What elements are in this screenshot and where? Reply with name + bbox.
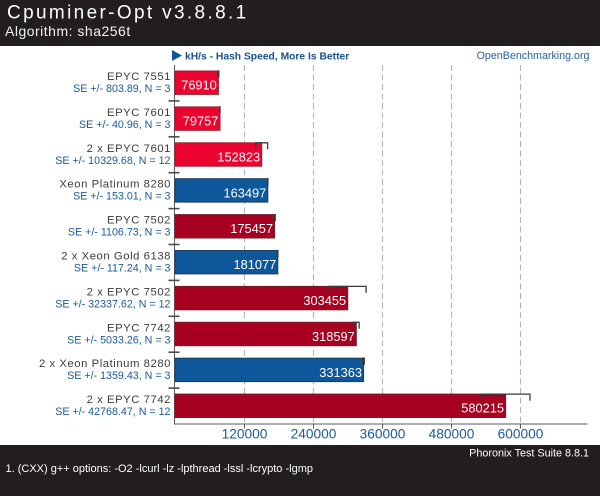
svg-text:2 x Xeon Gold 6138: 2 x Xeon Gold 6138: [61, 251, 171, 263]
svg-text:331363: 331363: [319, 365, 362, 380]
svg-text:318597: 318597: [312, 329, 355, 344]
svg-text:SE +/- 32337.62, N = 12: SE +/- 32337.62, N = 12: [55, 298, 170, 310]
svg-text:303455: 303455: [303, 293, 346, 308]
svg-text:SE +/- 10329.68, N = 12: SE +/- 10329.68, N = 12: [55, 155, 170, 167]
svg-text:OpenBenchmarking.org: OpenBenchmarking.org: [477, 50, 590, 62]
svg-text:EPYC 7551: EPYC 7551: [107, 71, 171, 83]
svg-text:580215: 580215: [461, 401, 504, 416]
svg-text:SE +/- 153.01, N = 3: SE +/- 153.01, N = 3: [73, 191, 170, 203]
svg-text:600000: 600000: [498, 427, 544, 442]
svg-text:Cpuminer-Opt v3.8.8.1: Cpuminer-Opt v3.8.8.1: [7, 3, 249, 24]
svg-text:240000: 240000: [291, 427, 337, 442]
svg-text:2 x Xeon Platinum 8280: 2 x Xeon Platinum 8280: [39, 358, 171, 370]
svg-text:SE +/- 42768.47, N = 12: SE +/- 42768.47, N = 12: [55, 406, 170, 418]
svg-text:kH/s - Hash Speed, More Is Bet: kH/s - Hash Speed, More Is Better: [185, 52, 349, 63]
svg-text:79757: 79757: [183, 114, 219, 129]
svg-text:SE +/- 40.96, N = 3: SE +/- 40.96, N = 3: [79, 119, 171, 131]
svg-text:SE +/- 1106.73, N = 3: SE +/- 1106.73, N = 3: [68, 227, 171, 239]
svg-text:SE +/- 117.24, N = 3: SE +/- 117.24, N = 3: [74, 263, 171, 275]
svg-text:EPYC 7502: EPYC 7502: [107, 215, 171, 227]
svg-text:Algorithm: sha256t: Algorithm: sha256t: [5, 23, 131, 39]
svg-text:175457: 175457: [230, 221, 273, 236]
svg-text:2 x EPYC 7742: 2 x EPYC 7742: [87, 394, 171, 406]
svg-text:Xeon Platinum 8280: Xeon Platinum 8280: [59, 179, 171, 191]
svg-text:163497: 163497: [223, 185, 266, 200]
svg-text:Phoronix Test Suite 8.8.1: Phoronix Test Suite 8.8.1: [469, 448, 589, 460]
svg-text:152823: 152823: [217, 149, 260, 164]
svg-text:1. (CXX) g++ options: -O2 -lcu: 1. (CXX) g++ options: -O2 -lcurl -lz -lp…: [6, 463, 313, 475]
svg-text:2 x EPYC 7601: 2 x EPYC 7601: [87, 143, 171, 155]
svg-text:EPYC 7601: EPYC 7601: [107, 107, 171, 119]
svg-text:2 x EPYC 7502: 2 x EPYC 7502: [87, 286, 171, 298]
svg-text:76910: 76910: [181, 78, 217, 93]
svg-text:181077: 181077: [233, 257, 276, 272]
svg-text:SE +/- 1359.43, N = 3: SE +/- 1359.43, N = 3: [67, 370, 170, 382]
svg-text:120000: 120000: [222, 427, 268, 442]
svg-text:EPYC 7742: EPYC 7742: [107, 322, 171, 334]
svg-text:360000: 360000: [360, 427, 406, 442]
svg-text:SE +/- 803.89, N = 3: SE +/- 803.89, N = 3: [73, 83, 170, 95]
svg-text:480000: 480000: [429, 427, 475, 442]
svg-text:SE +/- 5033.26, N = 3: SE +/- 5033.26, N = 3: [67, 334, 170, 346]
